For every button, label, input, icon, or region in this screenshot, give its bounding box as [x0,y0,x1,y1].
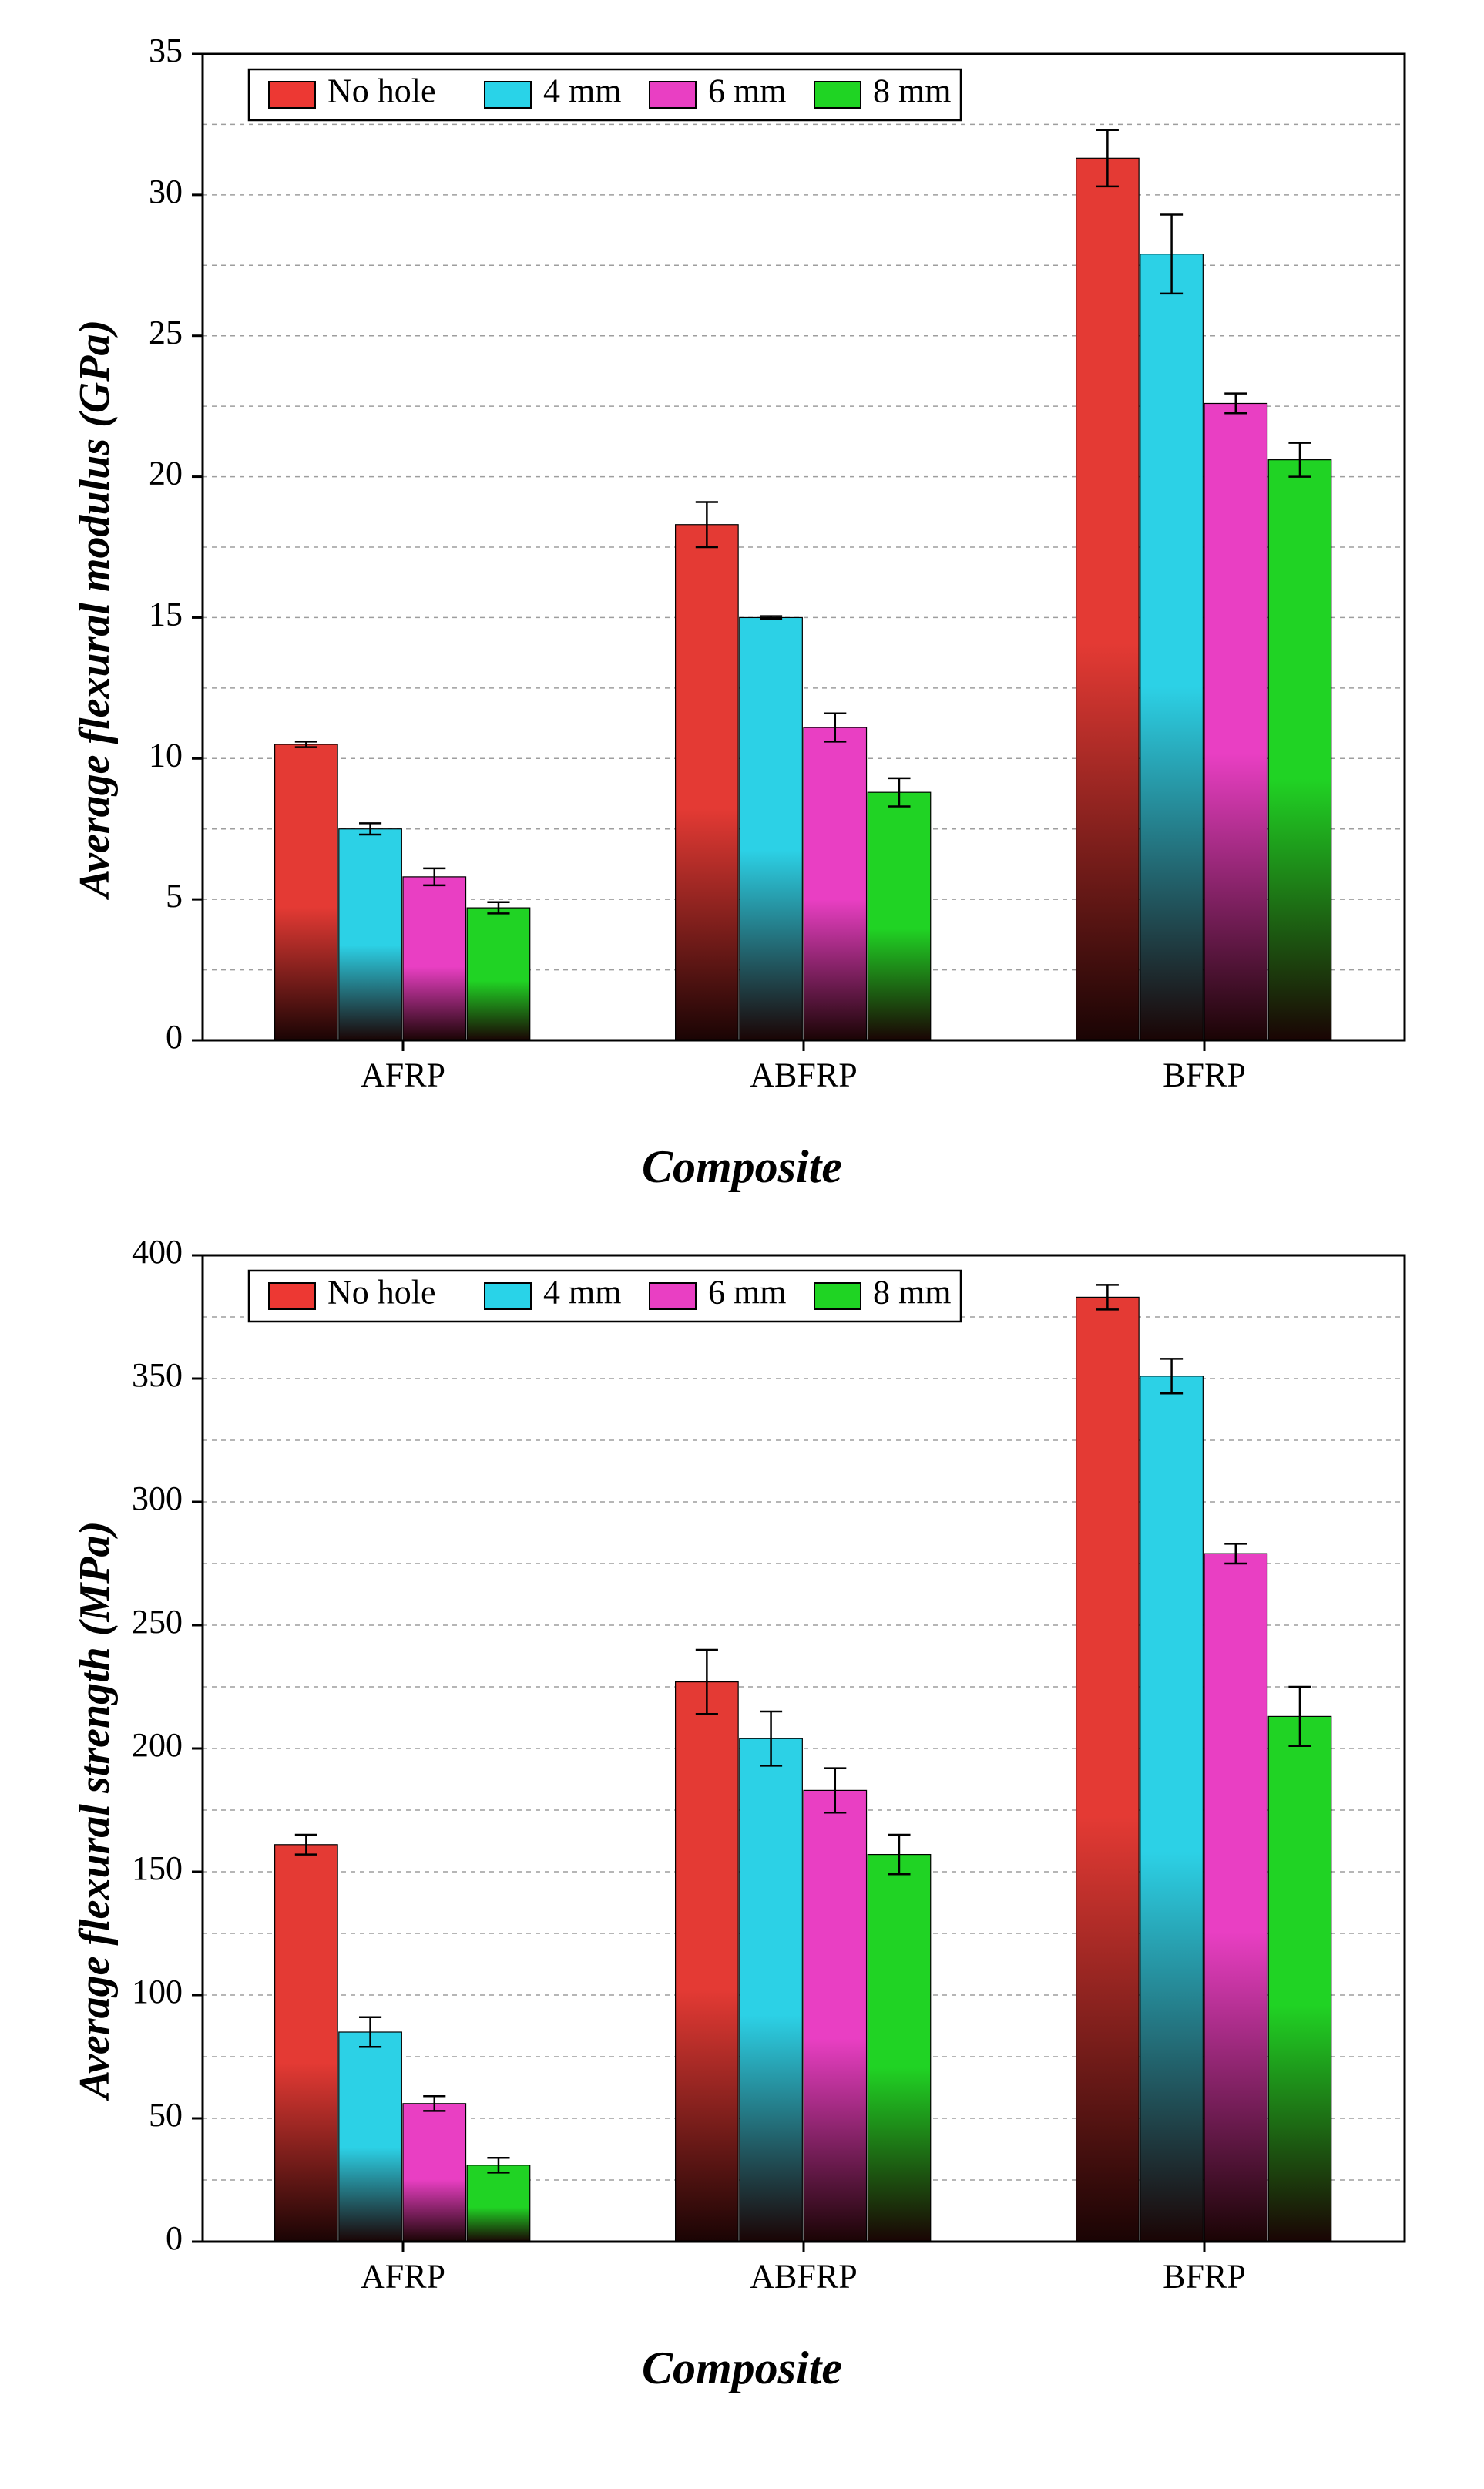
legend-swatch [485,1283,531,1309]
panel2-svg: 050100150200250300350400AFRPABFRPBFRPNo … [49,1224,1435,2334]
ytick-label: 5 [166,877,183,915]
xtick-label: ABFRP [750,1056,857,1094]
bar [339,829,402,1040]
bar [467,908,530,1040]
panel-modulus: Average flexural modulus (GPa) 0 5 10 15 20 2… [49,23,1435,1194]
panel1-xlabel: Composite [49,1140,1435,1194]
legend-label: 8 mm [873,72,951,110]
panel2-ylabel: Average flexural strength (MPa) [70,1520,119,2098]
legend: No hole 4 mm 6 mm 8 mm [249,1271,961,1322]
figure-wrap: Average flexural modulus (GPa) 0 5 10 15 20 2… [0,0,1484,2426]
legend-label: 6 mm [708,72,786,110]
bar [804,727,867,1040]
bar [740,1738,803,2242]
bar [339,2032,402,2242]
ytick-label: 25 [149,314,183,351]
legend-swatch [814,1283,861,1309]
legend: No hole 4 mm 6 mm 8 mm [249,69,961,120]
ytick-label: 30 [149,173,183,210]
bar [1076,158,1140,1040]
bar [804,1790,867,2242]
bar [1268,460,1331,1040]
bar [868,792,931,1040]
panel1-ylabel-container: Average flexural modulus (GPa) [49,23,141,1194]
ytick-label: 0 [166,2219,183,2257]
legend-swatch [814,82,861,108]
ytick-label: 15 [149,596,183,633]
ytick-label: 35 [149,32,183,69]
panel2-ylabel-container: Average flexural strength (MPa) [49,1224,141,2395]
legend-label: 4 mm [543,72,621,110]
xtick-label: BFRP [1163,2258,1246,2296]
legend-label: No hole [327,72,436,110]
ytick-label: 0 [166,1018,183,1056]
bar [1204,403,1267,1040]
bar [1140,254,1204,1040]
bar [676,525,739,1040]
legend-swatch [650,1283,696,1309]
bar [403,877,466,1040]
bar [676,1682,739,2242]
ytick-label: 10 [149,736,183,774]
xtick-label: AFRP [361,1056,445,1094]
xtick-label: ABFRP [750,2258,857,2296]
bar [868,1855,931,2242]
bar [740,617,803,1040]
bar [275,744,338,1040]
bar [467,2165,530,2242]
bar [1204,1554,1267,2242]
xtick-label: AFRP [361,2258,445,2296]
legend-swatch [650,82,696,108]
xtick-label: BFRP [1163,1056,1246,1094]
legend-label: No hole [327,1274,436,1312]
ytick-label: 20 [149,455,183,492]
legend-label: 8 mm [873,1274,951,1312]
bar [1268,1716,1331,2242]
legend-label: 6 mm [708,1274,786,1312]
panel1-ylabel: Average flexural modulus (GPa) [70,319,119,897]
legend-swatch [269,82,315,108]
panel1-svg: 0 5 10 15 20 25 30 35 AFRP ABFRP BFRP No hole 4 mm 6 … [49,23,1435,1133]
legend-swatch [485,82,531,108]
bar [275,1845,338,2242]
bar [1076,1297,1140,2242]
legend-swatch [269,1283,315,1309]
ytick-label: 50 [149,2096,183,2134]
bar [1140,1376,1204,2242]
panel2-xlabel: Composite [49,2342,1435,2395]
legend-label: 4 mm [543,1274,621,1312]
panel-strength: Average flexural strength (MPa) 05010015… [49,1224,1435,2395]
bar [403,2104,466,2242]
